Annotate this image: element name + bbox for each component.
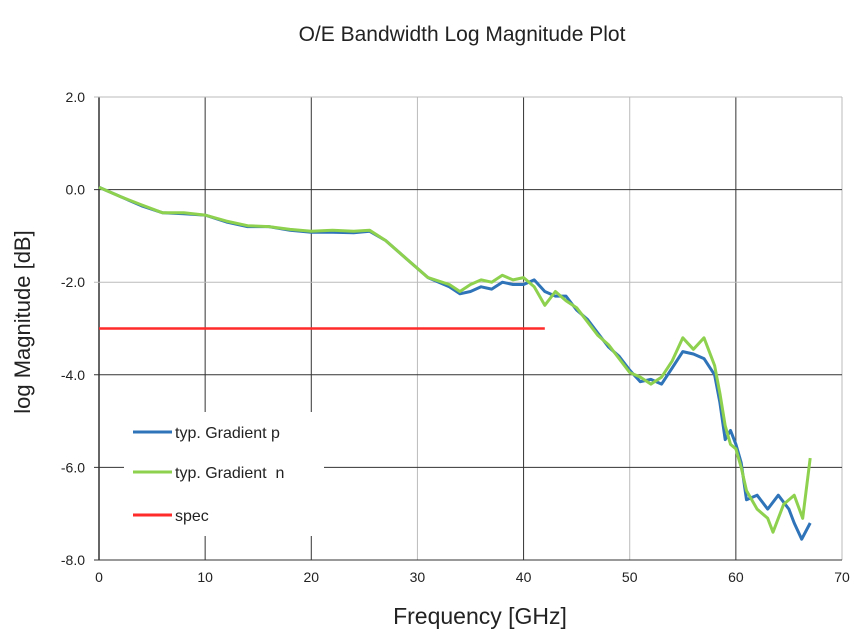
y-tick-label: 2.0 [66,89,86,105]
series-line-gradient-n [98,185,812,534]
legend-label-n: typ. Gradient n [175,465,284,482]
x-axis-label: Frequency [GHz] [393,603,567,629]
x-tick-label: 20 [303,569,319,585]
y-tick-label: -4.0 [61,367,85,383]
x-tick-label: 0 [95,569,103,585]
y-tick-label: 0.0 [66,182,86,198]
x-tick-label: 70 [834,569,850,585]
series-lines [98,185,812,541]
y-tick-label: -2.0 [61,274,85,290]
grid [94,96,843,561]
legend-label-spec: spec [175,508,209,525]
legend-label-p: typ. Gradient p [175,425,280,442]
x-tick-label: 30 [410,569,426,585]
y-tick-label: -8.0 [61,552,85,568]
y-tick-label: -6.0 [61,459,85,475]
x-tick-label: 10 [197,569,213,585]
x-tick-label: 40 [516,569,532,585]
y-axis-label: log Magnitude [dB] [10,230,35,413]
x-tick-label: 60 [728,569,744,585]
x-tick-label: 50 [622,569,638,585]
legend: typ. Gradient p typ. Gradient n spec [124,412,324,536]
tick-labels: 0 10 20 30 40 50 60 70 2.0 0.0 -2.0 -4.0 -6.0 -8.0 [61,89,850,585]
chart-title: O/E Bandwidth Log Magnitude Plot [299,23,626,46]
